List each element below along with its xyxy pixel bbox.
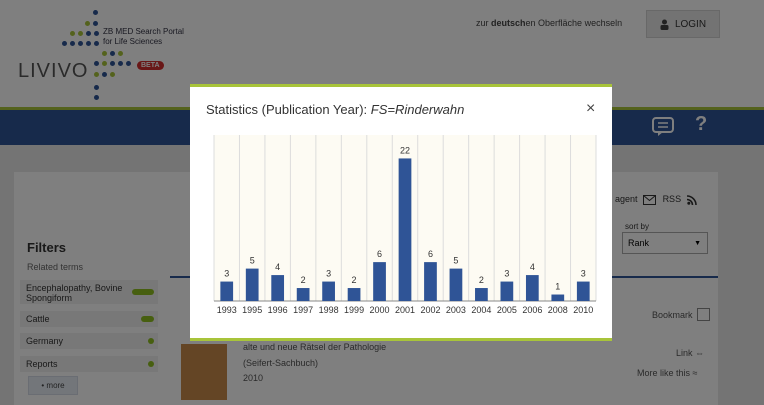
tick-label-2005: 2005 [497, 305, 517, 315]
bar-2005[interactable] [500, 281, 514, 301]
tick-label-2000: 2000 [370, 305, 390, 315]
data-label-1997: 2 [301, 275, 306, 285]
close-button[interactable]: × [586, 100, 596, 117]
tick-label-2003: 2003 [446, 305, 466, 315]
data-label-1999: 2 [352, 275, 357, 285]
bar-1996[interactable] [271, 275, 285, 301]
data-label-2001: 22 [400, 145, 410, 155]
bar-2003[interactable] [449, 268, 463, 301]
tick-label-2002: 2002 [420, 305, 440, 315]
data-label-2002: 6 [428, 249, 433, 259]
modal-title-query: FS=Rinderwahn [370, 102, 465, 117]
tick-label-1998: 1998 [319, 305, 339, 315]
data-label-2005: 3 [504, 269, 509, 279]
data-label-1998: 3 [326, 269, 331, 279]
tick-label-1999: 1999 [344, 305, 364, 315]
modal-title: Statistics (Publication Year): FS=Rinder… [206, 102, 464, 117]
statistics-modal: Statistics (Publication Year): FS=Rinder… [190, 84, 612, 341]
tick-label-1995: 1995 [242, 305, 262, 315]
data-label-1995: 5 [250, 256, 255, 266]
tick-label-2001: 2001 [395, 305, 415, 315]
bar-2008[interactable] [551, 294, 565, 301]
tick-label-2006: 2006 [522, 305, 542, 315]
data-label-2008: 1 [555, 282, 560, 292]
data-label-2003: 5 [453, 256, 458, 266]
tick-label-2004: 2004 [471, 305, 491, 315]
bar-2006[interactable] [525, 275, 539, 301]
bar-1993[interactable] [220, 281, 234, 301]
tick-label-2010: 2010 [573, 305, 593, 315]
bar-2000[interactable] [373, 262, 386, 301]
bar-1997[interactable] [296, 288, 310, 301]
data-label-2000: 6 [377, 249, 382, 259]
bar-1995[interactable] [245, 268, 259, 301]
bar-1999[interactable] [347, 288, 361, 301]
data-label-1996: 4 [275, 262, 280, 272]
tick-label-1997: 1997 [293, 305, 313, 315]
bar-1998[interactable] [322, 281, 335, 301]
bar-2002[interactable] [424, 262, 437, 301]
data-label-1993: 3 [224, 269, 229, 279]
tick-label-1996: 1996 [268, 305, 288, 315]
tick-label-1993: 1993 [217, 305, 237, 315]
data-label-2006: 4 [530, 262, 535, 272]
modal-title-prefix: Statistics (Publication Year): [206, 102, 371, 117]
publication-year-chart: 3 1993 5 1995 4 1996 2 1997 3 1998 2 1999 6 2000 22 200… [213, 135, 597, 315]
bar-2010[interactable] [576, 281, 590, 301]
data-label-2010: 3 [581, 269, 586, 279]
data-label-2004: 2 [479, 275, 484, 285]
tick-label-2008: 2008 [548, 305, 568, 315]
bar-2004[interactable] [475, 288, 488, 301]
bar-2001[interactable] [398, 158, 412, 301]
